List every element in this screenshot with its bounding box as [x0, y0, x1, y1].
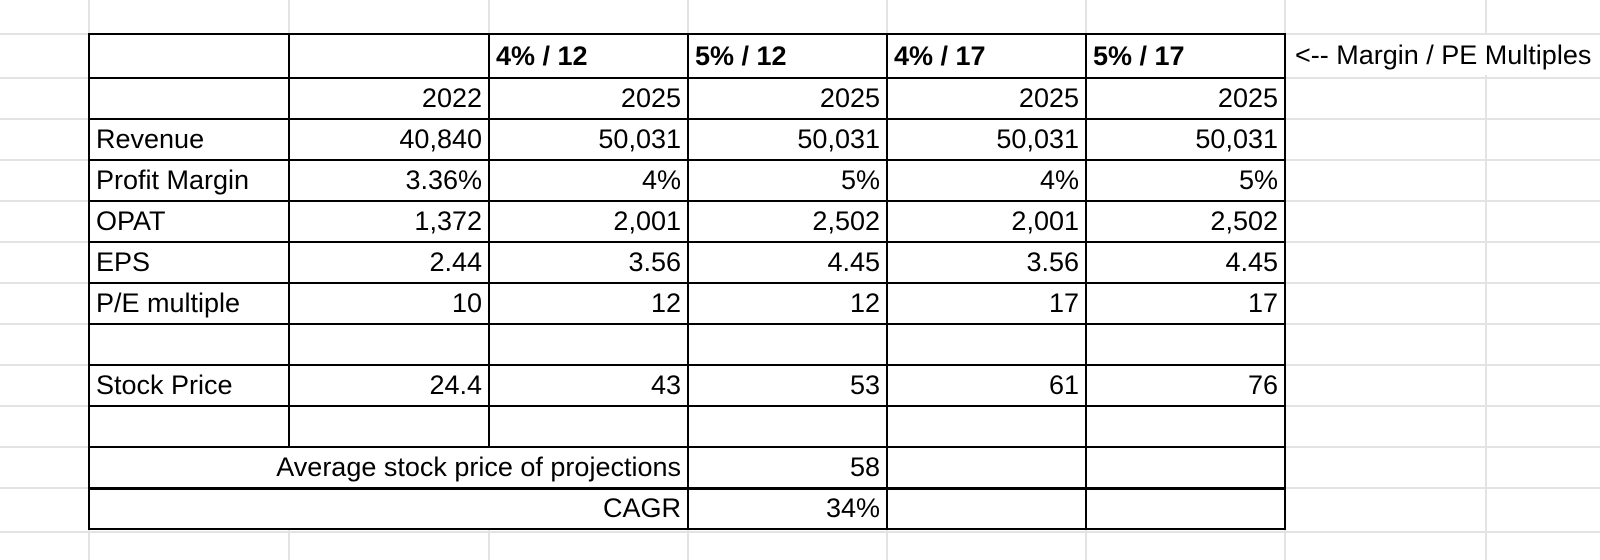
cell-empty[interactable]	[886, 405, 1087, 448]
gridline	[0, 531, 1600, 533]
cell-value[interactable]: 4%	[488, 159, 689, 202]
cell-value[interactable]: 5%	[687, 159, 888, 202]
table-row-scenario-headers: 4% / 12 5% / 12 4% / 17 5% / 17	[88, 33, 1286, 79]
cell-empty[interactable]	[288, 323, 490, 366]
cell-value[interactable]: 12	[488, 282, 689, 325]
cell-value[interactable]: 2,001	[886, 200, 1087, 243]
table-row-stock-price: Stock Price 24.4 43 53 61 76	[88, 364, 1286, 407]
cell-year[interactable]: 2025	[687, 77, 888, 120]
cell-row-label[interactable]: Revenue	[88, 118, 290, 161]
table-row-average-stock-price: Average stock price of projections 58	[88, 446, 1286, 490]
cell-row-label[interactable]: Profit Margin	[88, 159, 290, 202]
table-row-profit-margin: Profit Margin 3.36% 4% 5% 4% 5%	[88, 159, 1286, 202]
cell-value[interactable]: 1,372	[288, 200, 490, 243]
cell-row-label[interactable]: Stock Price	[88, 364, 290, 407]
cell-value[interactable]: 4%	[886, 159, 1087, 202]
cell-empty[interactable]	[687, 323, 888, 366]
cell-value[interactable]: 4.45	[687, 241, 888, 284]
cell-scenario-header[interactable]: 4% / 17	[886, 33, 1087, 79]
margin-pe-annotation[interactable]: <-- Margin / PE Multiples	[1286, 35, 1600, 75]
table-row-eps: EPS 2.44 3.56 4.45 3.56 4.45	[88, 241, 1286, 284]
cell-year[interactable]: 2022	[288, 77, 490, 120]
cell-empty[interactable]	[88, 405, 290, 448]
cell-empty[interactable]	[886, 323, 1087, 366]
cell-year[interactable]: 2025	[1085, 77, 1286, 120]
projection-table: 4% / 12 5% / 12 4% / 17 5% / 17 2022 202…	[88, 33, 1286, 530]
cell-empty[interactable]	[288, 33, 490, 79]
table-row-years: 2022 2025 2025 2025 2025	[88, 77, 1286, 120]
cell-row-label[interactable]: OPAT	[88, 200, 290, 243]
cell-value[interactable]: 76	[1085, 364, 1286, 407]
cell-value[interactable]: 53	[687, 364, 888, 407]
cell-empty[interactable]	[1085, 405, 1286, 448]
cell-year[interactable]: 2025	[886, 77, 1087, 120]
cell-value[interactable]: 5%	[1085, 159, 1286, 202]
cell-value[interactable]: 3.56	[488, 241, 689, 284]
cell-value[interactable]: 10	[288, 282, 490, 325]
table-row-blank	[88, 323, 1286, 366]
cell-empty[interactable]	[687, 405, 888, 448]
cell-row-label[interactable]: EPS	[88, 241, 290, 284]
cell-empty[interactable]	[1085, 487, 1286, 530]
cell-year[interactable]: 2025	[488, 77, 689, 120]
cell-value[interactable]: 50,031	[488, 118, 689, 161]
cell-summary-label[interactable]: Average stock price of projections	[88, 446, 689, 490]
cell-value[interactable]: 2,001	[488, 200, 689, 243]
cell-value[interactable]: 3.56	[886, 241, 1087, 284]
cell-value[interactable]: 2.44	[288, 241, 490, 284]
cell-summary-label[interactable]: CAGR	[88, 487, 689, 530]
gridline	[1485, 0, 1487, 560]
cell-value[interactable]: 50,031	[1085, 118, 1286, 161]
cell-empty[interactable]	[488, 405, 689, 448]
cell-value[interactable]: 43	[488, 364, 689, 407]
table-row-cagr: CAGR 34%	[88, 487, 1286, 530]
cell-empty[interactable]	[88, 33, 290, 79]
cell-value[interactable]: 61	[886, 364, 1087, 407]
cell-value[interactable]: 40,840	[288, 118, 490, 161]
cell-scenario-header[interactable]: 4% / 12	[488, 33, 689, 79]
cell-value[interactable]: 2,502	[687, 200, 888, 243]
cell-value[interactable]: 17	[886, 282, 1087, 325]
cell-value[interactable]: 17	[1085, 282, 1286, 325]
cell-summary-value[interactable]: 58	[687, 446, 888, 490]
cell-value[interactable]: 24.4	[288, 364, 490, 407]
cell-row-label[interactable]: P/E multiple	[88, 282, 290, 325]
cell-empty[interactable]	[886, 446, 1087, 490]
cell-scenario-header[interactable]: 5% / 17	[1085, 33, 1286, 79]
cell-empty[interactable]	[288, 405, 490, 448]
table-row-blank	[88, 405, 1286, 448]
cell-empty[interactable]	[1085, 323, 1286, 366]
cell-value[interactable]: 3.36%	[288, 159, 490, 202]
cell-value[interactable]: 50,031	[687, 118, 888, 161]
cell-value[interactable]: 50,031	[886, 118, 1087, 161]
cell-empty[interactable]	[488, 323, 689, 366]
cell-empty[interactable]	[88, 77, 290, 120]
cell-empty[interactable]	[88, 323, 290, 366]
cell-scenario-header[interactable]: 5% / 12	[687, 33, 888, 79]
cell-value[interactable]: 12	[687, 282, 888, 325]
cell-empty[interactable]	[886, 487, 1087, 530]
table-row-revenue: Revenue 40,840 50,031 50,031 50,031 50,0…	[88, 118, 1286, 161]
cell-empty[interactable]	[1085, 446, 1286, 490]
cell-value[interactable]: 2,502	[1085, 200, 1286, 243]
table-row-pe-multiple: P/E multiple 10 12 12 17 17	[88, 282, 1286, 325]
cell-summary-value[interactable]: 34%	[687, 487, 888, 530]
cell-value[interactable]: 4.45	[1085, 241, 1286, 284]
table-row-opat: OPAT 1,372 2,001 2,502 2,001 2,502	[88, 200, 1286, 243]
